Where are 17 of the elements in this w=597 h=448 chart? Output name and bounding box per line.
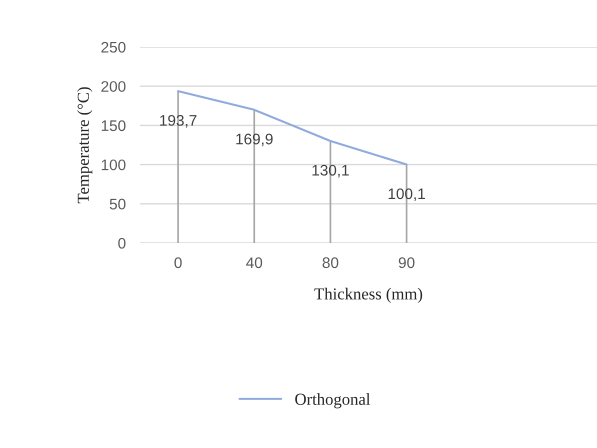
y-tick-label: 200 <box>101 81 126 92</box>
x-tick-label: 90 <box>398 257 414 268</box>
y-tick-label: 250 <box>101 42 126 53</box>
x-tick-label: 40 <box>246 257 262 268</box>
data-label: 130,1 <box>312 164 349 178</box>
x-tick-label: 0 <box>174 257 182 268</box>
data-label: 100,1 <box>388 188 425 201</box>
x-tick-label: 80 <box>322 257 338 268</box>
data-label: 169,9 <box>236 134 273 146</box>
data-label: 193,7 <box>160 114 196 128</box>
x-axis-title: Thickness (mm) <box>314 288 422 303</box>
y-tick-label: 150 <box>102 120 126 132</box>
y-tick-label: 100 <box>102 159 126 170</box>
y-axis-title: Temperature (°C) <box>77 87 92 204</box>
y-tick-label: 0 <box>118 238 126 249</box>
y-tick-label: 50 <box>110 198 126 210</box>
legend-label: Orthogonal <box>295 393 370 408</box>
